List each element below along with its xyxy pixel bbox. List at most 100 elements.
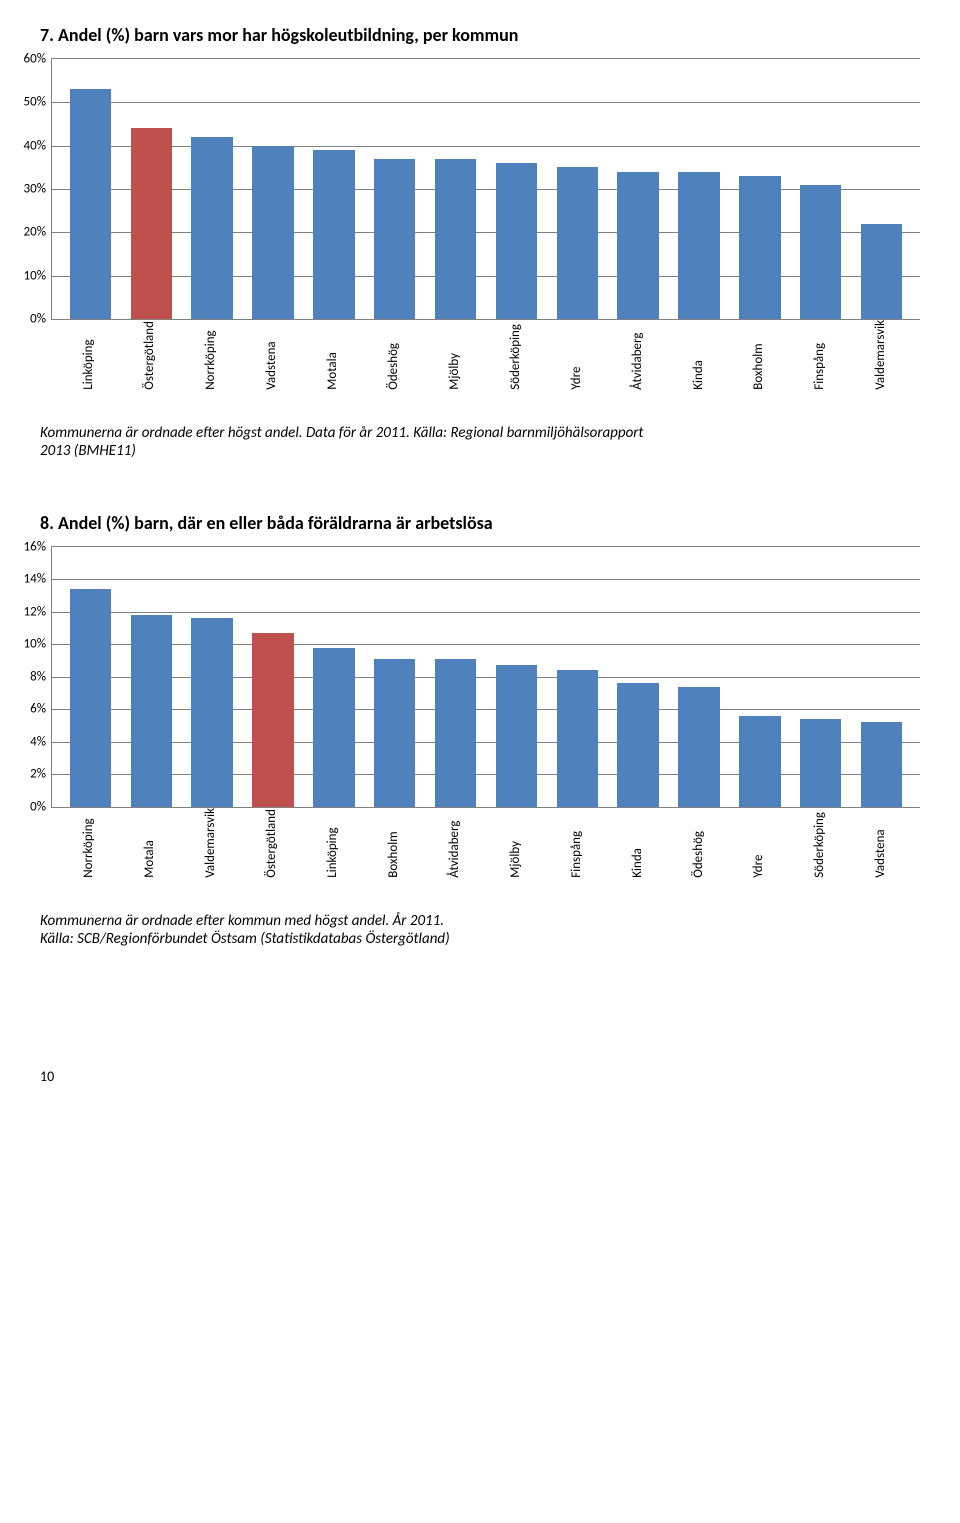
chart1-bar bbox=[70, 89, 111, 319]
chart2-y-tick-label: 14% bbox=[24, 572, 52, 587]
chart1-x-label: Ödeshög bbox=[387, 320, 401, 396]
chart2-caption-line1: Kommunerna är ordnade efter kommun med h… bbox=[40, 912, 444, 930]
chart2-bar-slot bbox=[669, 547, 730, 807]
chart2-bar bbox=[739, 716, 780, 807]
chart1-x-label: Norrköping bbox=[204, 320, 218, 396]
chart1-x-label-slot: Ödeshög bbox=[364, 320, 425, 396]
chart1-bar bbox=[557, 167, 598, 319]
chart1-bar-slot bbox=[729, 59, 790, 319]
chart1-x-label-slot: Söderköping bbox=[485, 320, 546, 396]
chart1-bar-slot bbox=[425, 59, 486, 319]
chart1-y-tick-label: 50% bbox=[24, 95, 52, 110]
chart2-x-label-slot: Motala bbox=[120, 808, 181, 884]
chart1-title: 7. Andel (%) barn vars mor har högskoleu… bbox=[40, 24, 920, 46]
chart1-x-label: Söderköping bbox=[509, 320, 523, 396]
section-gap bbox=[40, 464, 920, 512]
chart2-caption: Kommunerna är ordnade efter kommun med h… bbox=[40, 912, 920, 948]
chart2-x-label-slot: Kinda bbox=[607, 808, 668, 884]
chart2-x-label-slot: Åtvidaberg bbox=[425, 808, 486, 884]
chart2-y-tick-label: 2% bbox=[30, 767, 52, 782]
chart1-y-tick-label: 40% bbox=[24, 138, 52, 153]
chart1-y-tick-label: 10% bbox=[24, 268, 52, 283]
chart2-x-label: Åtvidaberg bbox=[448, 808, 462, 884]
chart2-bar bbox=[191, 618, 232, 807]
chart1-bar-slot bbox=[121, 59, 182, 319]
chart2-x-label: Vadstena bbox=[874, 808, 888, 884]
chart2-bar-slot bbox=[729, 547, 790, 807]
chart1-x-label-slot: Mjölby bbox=[425, 320, 486, 396]
chart1-x-label: Valdemarsvik bbox=[874, 320, 888, 396]
chart2-x-label-slot: Valdemarsvik bbox=[181, 808, 242, 884]
chart2-y-tick-label: 0% bbox=[30, 799, 52, 814]
chart2-x-label: Ydre bbox=[752, 808, 766, 884]
chart2-bar-slot bbox=[60, 547, 121, 807]
chart2-caption-line2: Källa: SCB/Regionförbundet Östsam (Stati… bbox=[40, 930, 450, 948]
chart1-bars-row bbox=[52, 59, 920, 319]
chart2-bar-slot bbox=[121, 547, 182, 807]
chart1-bar bbox=[739, 176, 780, 319]
chart1-x-label: Vadstena bbox=[265, 320, 279, 396]
chart1-x-label-slot: Finspång bbox=[790, 320, 851, 396]
chart1-x-label: Åtvidaberg bbox=[631, 320, 645, 396]
chart2-bar bbox=[800, 719, 841, 807]
chart2-bar bbox=[70, 589, 111, 807]
chart1-bar bbox=[252, 146, 293, 319]
chart2-bar bbox=[678, 687, 719, 807]
chart2-y-tick-label: 12% bbox=[24, 604, 52, 619]
chart1-x-label-slot: Åtvidaberg bbox=[607, 320, 668, 396]
chart1-x-label: Finspång bbox=[813, 320, 827, 396]
chart1-caption: Kommunerna är ordnade efter högst andel.… bbox=[40, 424, 920, 460]
chart2-y-tick-label: 4% bbox=[30, 734, 52, 749]
chart2-bar bbox=[861, 722, 902, 807]
chart2-x-label-slot: Finspång bbox=[546, 808, 607, 884]
chart1-x-label-slot: Boxholm bbox=[729, 320, 790, 396]
chart2-bar bbox=[557, 670, 598, 807]
chart1-x-label: Mjölby bbox=[448, 320, 462, 396]
page: 7. Andel (%) barn vars mor har högskoleu… bbox=[0, 0, 960, 1125]
chart2-bar bbox=[131, 615, 172, 807]
chart2-x-label-slot: Mjölby bbox=[485, 808, 546, 884]
chart2-bar bbox=[435, 659, 476, 807]
chart1-bar-slot bbox=[608, 59, 669, 319]
chart1-bar bbox=[435, 159, 476, 319]
chart1-bar bbox=[800, 185, 841, 319]
chart2-bar-slot bbox=[243, 547, 304, 807]
chart2-bar bbox=[252, 633, 293, 807]
chart1-x-label-slot: Ydre bbox=[546, 320, 607, 396]
chart1-x-label-slot: Valdemarsvik bbox=[851, 320, 912, 396]
chart1-bar-slot bbox=[364, 59, 425, 319]
chart1-x-labels: LinköpingÖstergötlandNorrköpingVadstenaM… bbox=[51, 320, 920, 396]
chart2-x-label: Motala bbox=[143, 808, 157, 884]
chart1-x-label: Ydre bbox=[570, 320, 584, 396]
chart1-bar-slot bbox=[851, 59, 912, 319]
chart1-bar-slot bbox=[182, 59, 243, 319]
chart1-bar bbox=[191, 137, 232, 319]
chart2-x-label-slot: Söderköping bbox=[790, 808, 851, 884]
chart1-plot-area: 0%10%20%30%40%50%60% bbox=[51, 58, 920, 320]
chart2-x-label-slot: Ydre bbox=[729, 808, 790, 884]
chart2-y-tick-label: 16% bbox=[24, 539, 52, 554]
chart2-plot-area: 0%2%4%6%8%10%12%14%16% bbox=[51, 546, 920, 808]
chart2-bar-slot bbox=[608, 547, 669, 807]
chart1-x-label-slot: Vadstena bbox=[242, 320, 303, 396]
page-number: 10 bbox=[40, 1068, 920, 1085]
chart1-x-label: Östergötland bbox=[143, 320, 157, 396]
chart1-caption-line1: Kommunerna är ordnade efter högst andel.… bbox=[40, 424, 643, 442]
chart1-y-tick-label: 0% bbox=[30, 312, 52, 327]
chart1-x-label-slot: Kinda bbox=[668, 320, 729, 396]
chart2-bar bbox=[617, 683, 658, 807]
chart2-y-tick-label: 8% bbox=[30, 669, 52, 684]
chart2-bar bbox=[313, 648, 354, 807]
chart2-x-label: Linköping bbox=[326, 808, 340, 884]
chart1-x-label: Kinda bbox=[692, 320, 706, 396]
chart2-y-tick-label: 6% bbox=[30, 702, 52, 717]
chart1-caption-line2: 2013 (BMHE11) bbox=[40, 442, 136, 460]
chart1-bar-slot bbox=[60, 59, 121, 319]
chart1-y-tick-label: 30% bbox=[24, 182, 52, 197]
chart1-x-label: Motala bbox=[326, 320, 340, 396]
chart2-x-label-slot: Vadstena bbox=[851, 808, 912, 884]
chart2-x-label: Ödeshög bbox=[692, 808, 706, 884]
chart2-x-label: Valdemarsvik bbox=[204, 808, 218, 884]
chart1-bar-slot bbox=[790, 59, 851, 319]
chart2-bar-slot bbox=[303, 547, 364, 807]
